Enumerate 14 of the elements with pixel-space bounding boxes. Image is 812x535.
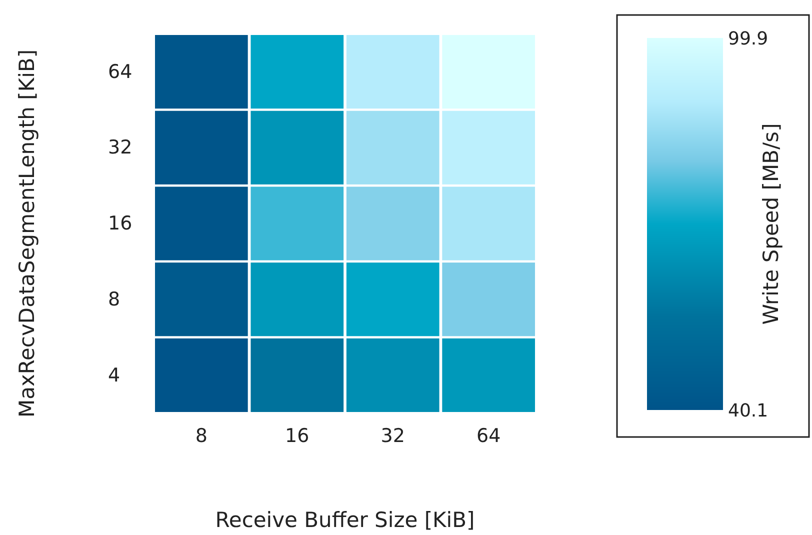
y-tick-label: 32 [108, 136, 132, 159]
x-tick-label: 16 [285, 425, 310, 447]
y-tick-label: 16 [108, 212, 132, 235]
color-bar-title: Write Speed [MB/s] [759, 123, 783, 325]
x-tick-label: 64 [476, 425, 501, 447]
y-tick-label: 64 [108, 60, 132, 83]
color-bar-label: 99.9 [728, 28, 768, 50]
color-bar-label: 40.1 [728, 400, 768, 422]
y-axis-title: MaxRecvDataSegmentLength [KiB] [15, 49, 39, 418]
x-tick-label: 8 [195, 425, 208, 447]
y-tick-label: 4 [108, 364, 120, 386]
x-axis-title: Receive Buffer Size [KiB] [215, 508, 475, 532]
y-tick-label: 8 [108, 288, 120, 310]
x-tick-label: 32 [380, 425, 405, 447]
